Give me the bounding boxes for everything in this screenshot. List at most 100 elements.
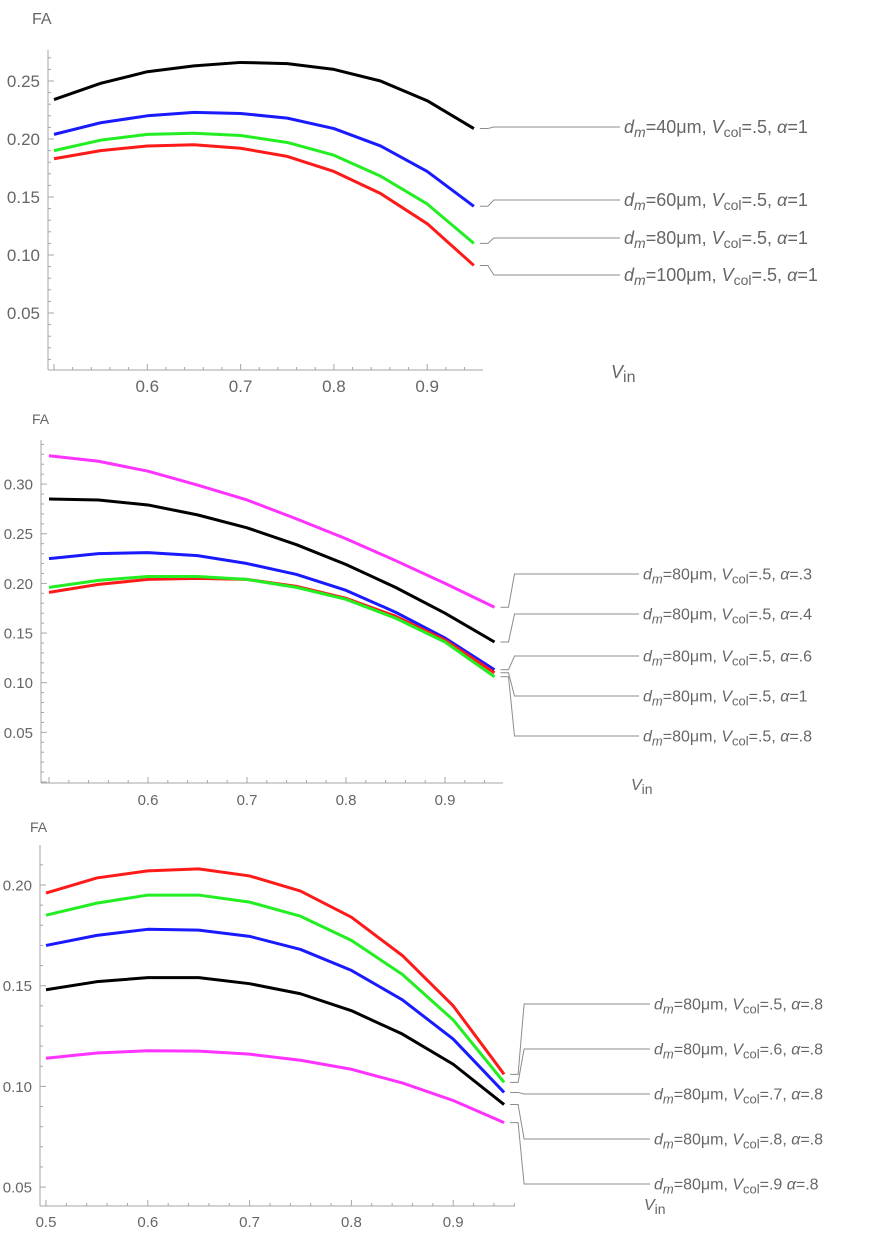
series-label-part: =.5, xyxy=(752,265,788,285)
x-tick-label: 0.6 xyxy=(138,792,159,809)
series-label-part: =.4 xyxy=(789,606,812,623)
series-label-part: α xyxy=(791,1086,801,1103)
y-axis-label: FA xyxy=(32,11,52,28)
series-label-part: α xyxy=(791,1131,801,1148)
series-label-part: col xyxy=(732,733,749,748)
series-label: dm=80μm, Vcol=.9 α=.8 xyxy=(654,1176,819,1196)
series-label-part: m xyxy=(634,124,646,140)
series-label-part: =.8 xyxy=(800,1086,823,1103)
series-label-part: =80μm, xyxy=(674,1131,733,1148)
series-label: dm=60μm, Vcol=.5, α=1 xyxy=(624,190,808,213)
series-label: dm=80μm, Vcol=.5, α=.8 xyxy=(654,996,823,1016)
series-label-part: =1 xyxy=(797,265,818,285)
series-label-part: V xyxy=(732,1041,744,1058)
series-label-part: d xyxy=(654,1041,664,1058)
x-tick-label: 0.8 xyxy=(336,792,357,809)
series-label-part: =60μm, xyxy=(646,190,712,210)
series-label-part: col xyxy=(743,1091,760,1106)
x-axis-label-symbol: V xyxy=(631,777,643,794)
series-label-part: =.8 xyxy=(789,728,812,745)
series-label: dm=80μm, Vcol=.6, α=.8 xyxy=(654,1041,823,1061)
series-line xyxy=(45,893,506,1084)
series-label-part: α xyxy=(777,190,788,210)
series-label-part: col xyxy=(724,124,742,140)
x-tick-label: 0.6 xyxy=(137,1214,158,1231)
series-line xyxy=(45,867,506,1076)
x-tick-label: 0.6 xyxy=(135,377,159,396)
series-label-part: m xyxy=(652,653,663,668)
y-tick-label: 0.25 xyxy=(7,72,40,91)
y-tick-label: 0.10 xyxy=(4,675,33,692)
legend-leader-line xyxy=(500,672,639,697)
series-label-part: α xyxy=(780,688,790,705)
series-label-part: d xyxy=(643,688,653,705)
series-label-part: =80μm, xyxy=(663,728,722,745)
series-line xyxy=(53,131,475,245)
series-label-part: V xyxy=(721,688,733,705)
series-label: dm=100μm, Vcol=.5, α=1 xyxy=(624,265,818,288)
series-label-part: α xyxy=(791,1041,801,1058)
series-label-part: m xyxy=(652,571,663,586)
series-label-part: m xyxy=(663,1181,674,1196)
chart-2: 0.6 0.7 0.8 0.9 0.05 0.10 0.15 0.20 0.25 0.30 FA Vi… xyxy=(4,411,812,809)
series-label-part: =.5, xyxy=(760,996,792,1013)
series-label-part: =.5, xyxy=(749,606,781,623)
series-label: dm=80μm, Vcol=.5, α=1 xyxy=(624,228,808,251)
y-tick-label: 0.20 xyxy=(3,877,32,894)
series-line xyxy=(48,576,496,675)
series-label-part: =80μm, xyxy=(674,996,733,1013)
series-line xyxy=(45,927,506,1094)
legend-leader-line xyxy=(510,1003,650,1075)
series-line xyxy=(48,551,496,672)
series-label-part: d xyxy=(654,1176,664,1193)
series-label-part: =.5, xyxy=(749,688,781,705)
series-label-part: V xyxy=(721,648,733,665)
series-label-part: d xyxy=(654,1086,664,1103)
series-label-part: d xyxy=(643,648,653,665)
series-label-part: α xyxy=(787,1176,797,1193)
y-tick-label: 0.15 xyxy=(4,625,33,642)
series-label-part: =80μm, xyxy=(663,688,722,705)
x-axis-label: Vin xyxy=(631,777,653,797)
series-line xyxy=(45,976,506,1106)
series-label-part: d xyxy=(654,996,664,1013)
series-label-part: V xyxy=(712,117,726,137)
series-label-part: m xyxy=(634,197,646,213)
series-label-part: =.5, xyxy=(749,566,781,583)
x-axis-label-subscript: in xyxy=(623,369,635,386)
series-label-part: col xyxy=(732,693,749,708)
series-label-part: α xyxy=(777,228,788,248)
x-tick-label: 0.8 xyxy=(341,1214,362,1231)
legend-leader-line xyxy=(500,676,639,737)
legend-leader-line xyxy=(479,199,620,207)
series-label-part: =.8 xyxy=(800,1131,823,1148)
legend-leader-line xyxy=(479,264,620,276)
series-label-part: =.8, xyxy=(760,1131,792,1148)
series-label-part: =.5, xyxy=(742,117,778,137)
series-label-part: =80μm, xyxy=(674,1041,733,1058)
series-label-part: =.5, xyxy=(749,728,781,745)
y-tick-label: 0.20 xyxy=(7,130,40,149)
y-tick-label: 0.05 xyxy=(7,304,40,323)
series-label-part: V xyxy=(712,190,726,210)
series-label-part: =1 xyxy=(787,228,808,248)
x-tick-label: 0.8 xyxy=(322,377,346,396)
series-label-part: d xyxy=(624,228,635,248)
series-label-part: =80μm, xyxy=(663,606,722,623)
series-label-part: col xyxy=(734,272,752,288)
x-tick-label: 0.9 xyxy=(435,792,456,809)
series-label-part: col xyxy=(732,611,749,626)
y-tick-label: 0.05 xyxy=(3,1180,32,1197)
legend-leader-line xyxy=(500,655,639,671)
series-label-part: m xyxy=(652,733,663,748)
series-label-part: =.5, xyxy=(742,190,778,210)
chart-1: 0.6 0.7 0.8 0.90.050.100.150.200.25FAVindm=… xyxy=(7,11,818,396)
series-label-part: col xyxy=(724,197,742,213)
series-label-part: d xyxy=(643,728,653,745)
series-label-part: =.6, xyxy=(760,1041,792,1058)
series-label: dm=40μm, Vcol=.5, α=1 xyxy=(624,117,808,140)
series-label-part: col xyxy=(732,571,749,586)
series-label-part: α xyxy=(780,648,790,665)
series-label-part: =.8 xyxy=(796,1176,819,1193)
series-line xyxy=(48,454,496,609)
